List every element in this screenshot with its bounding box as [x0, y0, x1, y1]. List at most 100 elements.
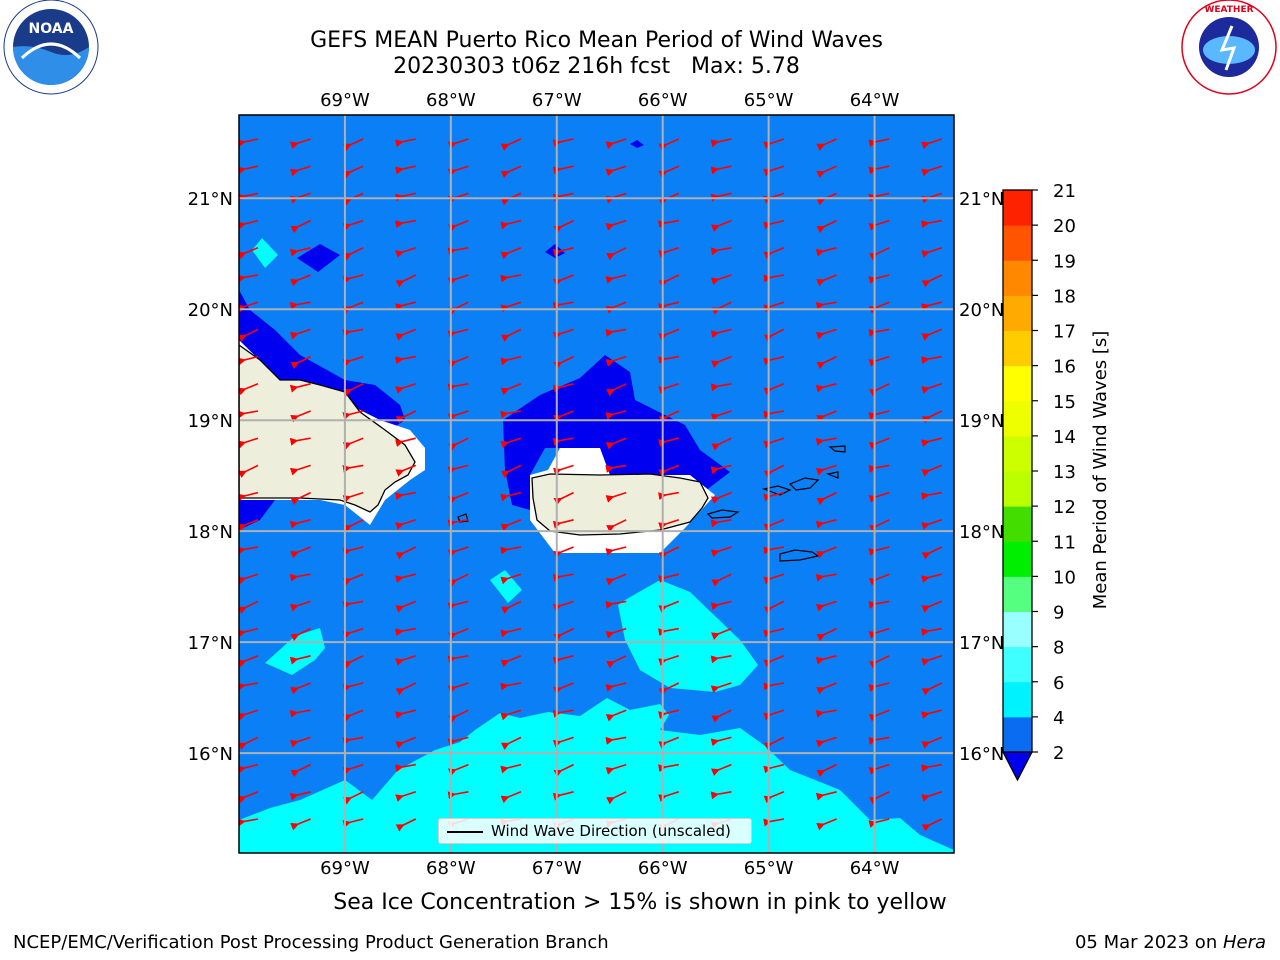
wave-direction-arrow [239, 655, 259, 668]
wave-direction-arrow [711, 573, 732, 587]
wave-direction-arrow [395, 573, 416, 584]
wave-direction-arrow [816, 274, 837, 287]
wave-direction-arrow [500, 791, 522, 804]
wave-direction-arrow [395, 437, 416, 448]
colorbar-segment [1003, 576, 1032, 612]
wave-direction-arrow [448, 301, 469, 315]
wave-direction-arrow [500, 410, 522, 419]
wave-direction-arrow [289, 192, 311, 204]
wave-direction-arrow [921, 355, 942, 365]
wave-direction-arrow [289, 709, 311, 718]
wave-direction-arrow [290, 491, 311, 506]
wave-direction-arrow [658, 410, 680, 424]
wave-direction-arrow [342, 763, 364, 775]
wave-direction-arrow [921, 709, 942, 720]
wave-direction-arrow [815, 437, 837, 446]
wave-direction-arrow [605, 301, 627, 314]
wave-direction-arrow [658, 491, 679, 501]
wave-direction-arrow [763, 274, 785, 283]
wave-direction-arrow [868, 301, 890, 314]
wave-direction-arrow [763, 519, 785, 532]
wave-direction-arrow [605, 328, 627, 337]
wave-direction-arrow [552, 383, 574, 393]
wave-direction-arrow [290, 818, 311, 831]
wave-direction-arrow [552, 301, 574, 310]
wave-direction-arrow [447, 627, 469, 640]
wave-direction-arrow [816, 546, 837, 559]
colorbar-tick-label: 18 [1053, 286, 1076, 307]
wave-direction-arrow [500, 655, 522, 668]
wave-direction-arrow [343, 247, 364, 261]
wave-direction-arrow [921, 519, 943, 530]
wave-direction-arrow [552, 655, 574, 665]
lon-tick-top: 69°W [320, 90, 370, 111]
colorbar-tick-label: 9 [1053, 603, 1064, 624]
wave-direction-arrow [447, 410, 469, 422]
wave-direction-arrow [605, 274, 627, 284]
wave-direction-arrow [447, 519, 469, 528]
wave-direction-arrow [500, 383, 522, 396]
wave-direction-arrow [447, 736, 469, 747]
colorbar-segment [1003, 541, 1032, 577]
map-frame [238, 114, 955, 854]
wave-direction-arrow [868, 600, 890, 609]
wave-direction-arrow [500, 274, 522, 283]
axis-tick-labels: 69°W 69°W 68°W 68°W 67°W 67°W 66°W 66°W 65°W 65°W… [188, 90, 1005, 879]
wave-direction-arrow [239, 464, 259, 478]
wave-direction-arrow [816, 491, 837, 506]
wave-direction-arrow [605, 682, 627, 692]
wave-direction-arrow [869, 383, 890, 397]
wave-direction-arrow [395, 682, 417, 696]
wave-direction-arrow [343, 383, 364, 397]
wave-direction-arrow [395, 736, 417, 749]
wave-direction-arrow [869, 791, 890, 805]
wave-direction-arrow [921, 791, 943, 802]
wave-direction-arrow [239, 519, 259, 532]
wave-direction-arrow [921, 301, 942, 312]
wave-direction-arrow [239, 600, 259, 614]
wave-direction-arrow [343, 519, 364, 533]
lon-tick-bottom: 69°W [320, 858, 370, 879]
lat-tick-left: 19°N [188, 411, 233, 432]
colorbar-tick-label: 10 [1053, 567, 1076, 588]
wave-direction-arrow [606, 519, 627, 533]
wave-direction-arrow [869, 655, 890, 669]
wave-direction-arrow [921, 274, 943, 288]
wave-direction-arrow [816, 138, 837, 151]
wave-direction-arrow [658, 464, 680, 477]
wave-direction-arrow [239, 328, 259, 342]
wave-direction-arrow [658, 763, 679, 773]
lat-tick-left: 21°N [188, 189, 233, 210]
wave-direction-arrow [711, 301, 732, 315]
wave-direction-arrow [500, 600, 522, 614]
wave-direction-arrow [239, 573, 259, 585]
wave-direction-arrow [710, 655, 732, 664]
contour-below-2-north [503, 355, 730, 510]
footer-host: Hera [1222, 932, 1266, 953]
footer-credit: NCEP/EMC/Verification Post Processing Pr… [13, 932, 609, 953]
land-puerto-rico [531, 473, 709, 536]
contour-below-2-small3 [630, 140, 644, 148]
lon-tick-bottom: 68°W [426, 858, 476, 879]
lat-tick-left: 18°N [188, 522, 233, 543]
lat-tick-left: 17°N [188, 633, 233, 654]
contour-4-6-small1 [490, 570, 522, 603]
wave-direction-arrow [289, 600, 311, 612]
wave-direction-arrow [553, 491, 574, 506]
wave-direction-arrow [658, 301, 679, 312]
wave-direction-arrow [921, 655, 943, 666]
wave-direction-arrow [710, 247, 732, 256]
wave-direction-arrow [342, 355, 364, 367]
colorbar-segment [1003, 471, 1032, 507]
wave-direction-arrow [342, 736, 364, 745]
wave-direction-arrow [868, 573, 890, 586]
wave-direction-arrow [605, 165, 627, 177]
wave-direction-arrow [500, 546, 522, 555]
wave-direction-arrow [763, 655, 785, 668]
wave-direction-arrow [710, 546, 732, 558]
lon-tick-top: 65°W [744, 90, 794, 111]
colorbar-tick-label: 4 [1053, 708, 1064, 729]
wave-direction-arrow [605, 437, 627, 450]
wave-direction-arrow [605, 627, 627, 639]
wave-direction-arrow [710, 519, 732, 528]
